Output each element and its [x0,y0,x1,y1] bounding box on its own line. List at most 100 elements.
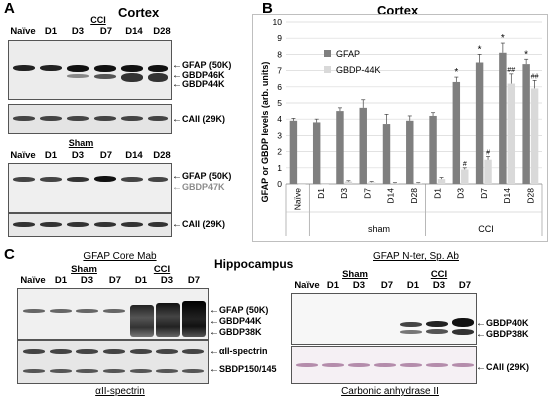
significance-mark: * [478,44,482,55]
lane-label: Naïve [294,280,320,291]
lane-label: D3 [352,280,366,291]
bar-gbdp [391,183,399,184]
caii-band [94,116,116,121]
panel-c-right-caption: Carbonic anhydrase II [341,386,439,397]
label-c-right-caii: ←CAII (29K) [476,362,530,373]
bar-gbdp [344,181,353,184]
gbdp-band [67,74,89,78]
significance-mark: * [501,33,505,44]
panel-c-left-blot [17,288,209,340]
significance-mark: * [454,67,458,78]
caii-band [67,222,89,227]
caii-band [13,116,35,121]
label-c-gbdp38k: ←GBDP38K [209,327,262,338]
label-gbdp46k: ←GBDP46K [172,70,225,81]
gbdp-band [94,74,116,79]
legend-label-gbdp: GBDP-44K [336,65,381,75]
lane-label: D1 [44,26,58,37]
sbdp-band [23,369,45,373]
label-gbdp47k: ←GBDP47K [172,182,225,193]
panel-c-right-cci-header: CCI [430,269,448,280]
label-gfap-50k: ←GFAP (50K) [172,60,232,71]
gfap-band [67,65,89,72]
lane-label: D1 [54,275,68,286]
caii-band [426,363,448,367]
lane-label: D7 [187,275,201,286]
caii-band [40,116,62,121]
y-tick-label: 8 [277,49,282,59]
spectrin-band [103,349,125,354]
legend-swatch-gbdp [324,66,331,73]
y-axis-label: GFAP or GBDP levels (arb. units) [260,62,270,203]
y-tick-label: 10 [273,17,283,27]
gbdp40k-band [452,318,474,327]
caii-band [322,363,344,367]
lane-label: D3 [160,275,174,286]
lane-label: D7 [458,280,472,291]
sbdp-band [182,369,204,373]
significance-mark: # [486,149,490,156]
bar-gfap [522,64,530,184]
bar-gfap [475,62,484,184]
caii-band [94,222,116,227]
x-tick-label: D28 [409,188,419,204]
chart-frame [252,14,548,242]
caii-band [148,222,168,227]
lane-label: D3 [71,150,85,161]
label-c-gbdp40k: ←GBDP40K [476,318,529,329]
y-tick-label: 9 [277,33,282,43]
bar-gbdp [461,169,469,184]
x-tick-label: D1 [432,188,442,199]
lane-label: D7 [99,150,113,161]
gfap-band [13,65,35,71]
bar-gfap [359,107,367,184]
panel-a-title: Cortex [118,5,160,20]
panel-b-label: B [262,0,273,17]
y-tick-label: 0 [277,179,282,189]
lane-label: D1 [326,280,340,291]
label-c-sbdp: ←SBDP150/145 [209,364,277,375]
gfap-band [40,177,62,182]
y-tick-label: 2 [277,147,282,157]
panel-c-spectrin-blot [17,340,209,384]
x-tick-label: D7 [479,188,489,199]
y-tick-label: 3 [277,130,282,140]
y-tick-label: 4 [277,114,282,124]
y-tick-label: 7 [277,66,282,76]
bar-gbdp [484,159,492,184]
caii-band [121,222,143,227]
caii-band [452,363,474,367]
gfap-band [148,177,168,182]
panel-c-left-cci-header: CCI [153,264,171,275]
x-tick-label: D1 [316,188,326,199]
lane-label: D7 [380,280,394,291]
gbdp-band [121,73,143,82]
lane-label: D3 [71,26,85,37]
x-tick-label: D3 [456,188,466,199]
panel-a-bottom-caii-blot [8,213,172,237]
sbdp-band [156,369,178,373]
gfap-band [23,309,45,313]
spectrin-band [23,349,45,354]
panel-b-chart: GFAP or GBDP levels (arb. units) 0 1 2 3 4 5 6… [252,14,548,242]
caii-band [13,222,35,227]
panel-a-bottom-blot [8,163,172,213]
lane-label: D3 [432,280,446,291]
sbdp-band [50,369,72,373]
significance-mark: ## [531,73,539,80]
spectrin-band [50,349,72,354]
bar-gfap [289,120,298,184]
bar-gbdp [507,83,516,184]
bar-gbdp [414,183,422,184]
caii-band [148,116,168,121]
panel-a-label: A [4,0,15,17]
label-c-spectrin: ←αII-spectrin [209,346,268,357]
label-c-gbdp44k: ←GBDP44K [209,316,262,327]
gbdp40k-band [400,322,422,327]
gfap-band [148,65,168,72]
bar-gfap [312,122,321,184]
gfap-band [76,309,98,313]
significance-mark: # [463,161,467,168]
lane-label: D1 [406,280,420,291]
panel-a-top-blot [8,40,172,100]
